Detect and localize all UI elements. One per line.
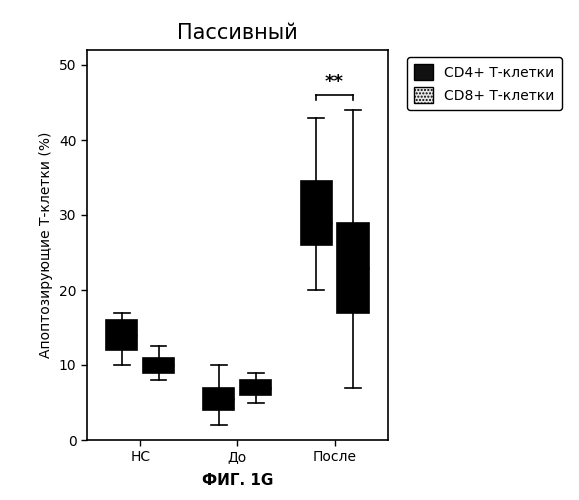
PathPatch shape	[301, 181, 332, 245]
PathPatch shape	[143, 358, 174, 372]
X-axis label: ФИГ. 1G: ФИГ. 1G	[201, 473, 273, 488]
Title: Пассивный: Пассивный	[177, 23, 298, 43]
PathPatch shape	[107, 320, 137, 350]
Text: **: **	[325, 73, 344, 91]
PathPatch shape	[203, 388, 234, 410]
PathPatch shape	[240, 380, 272, 395]
Legend: CD4+ Т-клетки, CD8+ Т-клетки: CD4+ Т-клетки, CD8+ Т-клетки	[407, 57, 562, 110]
PathPatch shape	[338, 222, 368, 312]
Y-axis label: Апоптозирующие Т-клетки (%): Апоптозирующие Т-клетки (%)	[39, 132, 53, 358]
